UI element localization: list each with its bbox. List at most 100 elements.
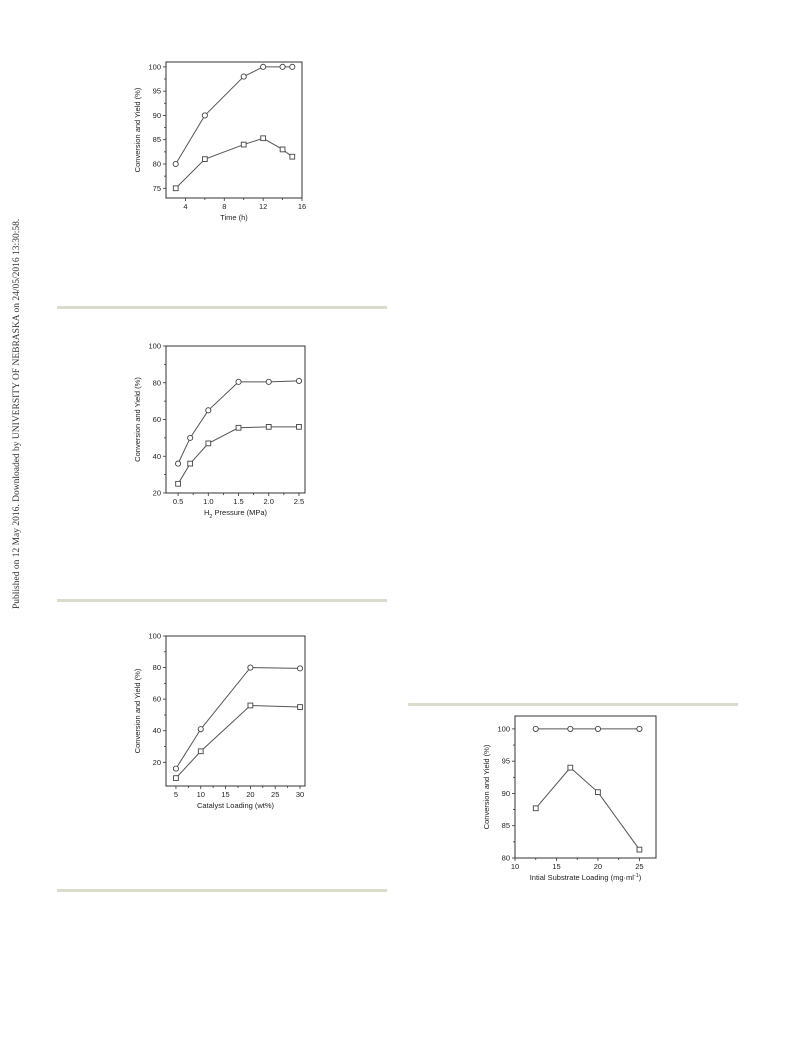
y-tick-label: 80 xyxy=(502,854,510,863)
chart-time-group: 4 8 12 16 75 80 85 90 95 100 Conversion and Yield … xyxy=(133,61,306,222)
data-point-circle xyxy=(260,63,267,70)
y-tick-label: 40 xyxy=(153,452,161,461)
x-tick-label: 5 xyxy=(174,790,178,799)
plot-frame xyxy=(165,345,306,494)
y-tick-label: 60 xyxy=(153,415,161,424)
y-tick-label: 100 xyxy=(148,62,161,71)
data-point-circle xyxy=(205,407,212,414)
series-line xyxy=(175,704,301,779)
data-point-circle xyxy=(175,460,182,467)
y-tick-label: 100 xyxy=(497,724,510,733)
x-tick-label: 1.0 xyxy=(203,497,213,506)
divider-1 xyxy=(57,306,387,309)
data-point-square xyxy=(172,185,179,192)
data-point-circle xyxy=(172,765,179,772)
data-point-square xyxy=(279,146,286,153)
sidebar: Published on 12 May 2016. Downloaded by … xyxy=(0,0,30,1039)
y-tick-label: 80 xyxy=(153,378,161,387)
data-point-circle xyxy=(265,378,272,385)
x-axis-label: Intial Substrate Loading (mg·ml-1) xyxy=(530,873,642,882)
data-point-circle xyxy=(296,665,304,672)
x-tick-label: 10 xyxy=(511,862,519,871)
x-tick-label: 10 xyxy=(197,790,205,799)
data-point-circle xyxy=(279,63,286,70)
data-point-square xyxy=(296,424,302,430)
plot-frame xyxy=(165,635,306,787)
series-line xyxy=(177,380,299,464)
y-axis-label: Conversion and Yield (%) xyxy=(482,744,491,829)
y-axis-label: Conversion and Yield (%) xyxy=(133,377,142,462)
data-point-circle xyxy=(532,725,539,732)
y-tick-label: 85 xyxy=(502,821,510,830)
data-point-square xyxy=(636,846,643,853)
data-point-square xyxy=(235,424,242,431)
data-point-circle xyxy=(636,725,643,732)
data-point-circle xyxy=(235,378,242,385)
data-point-square xyxy=(175,480,181,487)
x-tick-label: 25 xyxy=(271,790,279,799)
x-axis-label: Catalyst Loading (wt%) xyxy=(197,801,275,810)
y-tick-label: 20 xyxy=(153,758,161,767)
data-point-circle xyxy=(289,63,296,70)
y-tick-label: 100 xyxy=(148,342,161,351)
y-axis-label: Conversion and Yield (%) xyxy=(133,668,142,753)
x-tick-label: 1.5 xyxy=(233,497,243,506)
x-tick-label: 0.5 xyxy=(173,497,183,506)
x-tick-label: 25 xyxy=(635,862,643,871)
y-tick-label: 75 xyxy=(153,184,161,193)
divider-3 xyxy=(408,703,738,706)
x-tick-label: 2.5 xyxy=(294,497,304,506)
data-point-circle xyxy=(197,726,204,733)
publication-watermark: Published on 12 May 2016. Downloaded by … xyxy=(12,218,22,610)
y-tick-label: 60 xyxy=(153,695,161,704)
data-point-square xyxy=(595,789,601,796)
y-tick-label: 90 xyxy=(153,111,161,120)
x-tick-label: 2.0 xyxy=(264,497,274,506)
data-point-square xyxy=(205,440,212,447)
x-tick-label: 20 xyxy=(246,790,254,799)
y-tick-label: 20 xyxy=(153,489,161,498)
data-point-circle xyxy=(567,725,574,732)
chart-substrate-group: 10 15 20 25 80 85 90 95 100 Conversion and Yield … xyxy=(482,715,657,882)
x-tick-label: 12 xyxy=(259,202,267,211)
plot-frame xyxy=(514,715,657,859)
data-point-circle xyxy=(594,725,601,732)
y-tick-label: 90 xyxy=(502,789,510,798)
data-point-square xyxy=(260,135,266,142)
data-point-square xyxy=(173,775,179,781)
data-point-square xyxy=(197,748,204,755)
chart-pressure-group: 0.5 1.0 1.5 2.0 2.5 20 40 60 80 100 Conversion and… xyxy=(133,342,306,520)
data-point-square xyxy=(187,460,194,467)
y-axis-label: Conversion and Yield (%) xyxy=(133,87,142,172)
y-tick-label: 100 xyxy=(148,632,161,641)
data-point-circle xyxy=(240,73,247,80)
data-point-square xyxy=(240,141,247,148)
series-line xyxy=(175,66,293,165)
divider-4 xyxy=(57,889,387,892)
data-point-square xyxy=(297,704,303,710)
data-point-circle xyxy=(247,664,254,671)
series-line xyxy=(175,667,301,769)
data-point-square xyxy=(532,805,539,812)
data-point-square xyxy=(202,156,208,162)
x-axis-label: H2 Pressure (MPa) xyxy=(204,508,268,520)
data-point-square xyxy=(289,153,296,160)
data-point-circle xyxy=(172,160,179,168)
data-point-circle xyxy=(187,434,194,441)
data-point-square xyxy=(247,702,254,709)
data-point-circle xyxy=(295,377,303,384)
x-tick-label: 15 xyxy=(552,862,560,871)
series-line xyxy=(175,137,293,189)
x-tick-label: 4 xyxy=(183,202,187,211)
chart-catalyst-group: 5 10 15 20 25 30 20 40 60 80 100 Conversion and Yie… xyxy=(133,632,306,810)
divider-2 xyxy=(57,599,387,602)
y-tick-label: 80 xyxy=(153,663,161,672)
y-tick-label: 95 xyxy=(502,757,510,766)
y-tick-label: 80 xyxy=(153,160,161,169)
y-tick-label: 95 xyxy=(153,87,161,96)
x-tick-label: 30 xyxy=(296,790,304,799)
y-tick-label: 40 xyxy=(153,726,161,735)
series-line xyxy=(535,766,640,850)
x-axis-label: Time (h) xyxy=(220,213,248,222)
